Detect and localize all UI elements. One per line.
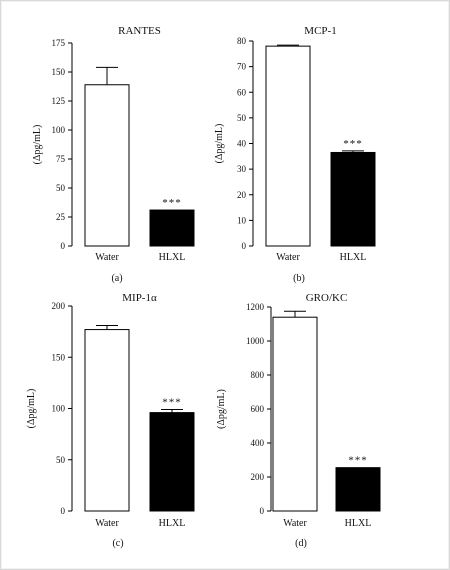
category-label: HLXL xyxy=(345,518,372,529)
y-tick-label: 50 xyxy=(56,183,66,193)
y-tick-label: 40 xyxy=(237,139,247,149)
chart-4: 0 200 400 600 800 1000 1200 Water *** HLXL GRO/KC (… xyxy=(216,292,381,549)
significance-marker: *** xyxy=(348,455,368,467)
significance-marker: *** xyxy=(343,138,363,150)
y-axis-label: (Δpg/mL) xyxy=(216,389,227,429)
y-tick-label: 1000 xyxy=(246,336,265,346)
y-tick-label: 25 xyxy=(56,212,66,222)
chart-title: MIP-1α xyxy=(122,292,157,304)
cut-off-caption xyxy=(78,553,418,563)
chart-title: GRO/KC xyxy=(306,292,348,304)
y-tick-label: 70 xyxy=(237,62,247,72)
y-tick-label: 10 xyxy=(237,215,247,225)
chart-2: 0 10 20 30 40 50 60 70 80 Water *** HLXL MCP-1 (Δpg/m… xyxy=(214,25,376,284)
y-tick-label: 600 xyxy=(251,404,265,414)
y-tick-label: 0 xyxy=(260,506,265,516)
category-label: HLXL xyxy=(340,252,367,263)
y-axis-label: (Δpg/mL) xyxy=(214,124,225,164)
panel-label: (a) xyxy=(111,273,122,284)
y-tick-label: 75 xyxy=(56,154,66,164)
category-label: Water xyxy=(95,252,119,263)
bar-water xyxy=(272,316,318,512)
y-tick-label: 80 xyxy=(237,36,247,46)
y-tick-label: 150 xyxy=(52,352,66,362)
category-label: HLXL xyxy=(159,518,186,529)
panel-label: (b) xyxy=(293,273,305,284)
panel-label: (c) xyxy=(112,538,123,549)
y-tick-label: 50 xyxy=(237,113,247,123)
y-tick-label: 0 xyxy=(242,241,247,251)
y-tick-label: 800 xyxy=(251,370,265,380)
category-label: HLXL xyxy=(159,252,186,263)
chart-title: MCP-1 xyxy=(304,25,336,37)
bar-hlxl xyxy=(149,209,195,247)
y-tick-label: 400 xyxy=(251,438,265,448)
bar-water xyxy=(84,329,130,512)
bar-hlxl xyxy=(149,412,195,512)
y-tick-label: 150 xyxy=(52,67,66,77)
category-label: Water xyxy=(276,252,300,263)
y-tick-label: 200 xyxy=(251,472,265,482)
y-tick-label: 200 xyxy=(52,301,66,311)
y-tick-label: 60 xyxy=(237,87,247,97)
significance-marker: *** xyxy=(162,397,182,409)
bar-hlxl xyxy=(335,467,381,512)
panel-label: (d) xyxy=(295,538,307,549)
y-tick-label: 0 xyxy=(61,241,66,251)
y-tick-label: 100 xyxy=(52,404,66,414)
y-axis-label: (Δpg/mL) xyxy=(32,125,43,165)
significance-marker: *** xyxy=(162,197,182,209)
category-label: Water xyxy=(95,518,119,529)
bar-hlxl xyxy=(330,151,376,247)
chart-title: RANTES xyxy=(118,25,161,37)
category-label: Water xyxy=(283,518,307,529)
chart-1: 0 25 50 75 100 125 150 175 Water *** HLXL RANTES (Δp… xyxy=(32,25,195,284)
y-tick-label: 100 xyxy=(52,125,66,135)
bar-water xyxy=(265,45,311,247)
y-tick-label: 20 xyxy=(237,190,247,200)
chart-3: 0 50 100 150 200 Water *** HLXL MIP-1α (Δpg/mL) (c… xyxy=(26,292,195,549)
y-tick-label: 125 xyxy=(52,96,66,106)
y-axis-label: (Δpg/mL) xyxy=(26,389,37,429)
y-tick-label: 50 xyxy=(56,455,66,465)
y-tick-label: 0 xyxy=(61,506,66,516)
y-tick-label: 30 xyxy=(237,164,247,174)
y-tick-label: 175 xyxy=(52,38,66,48)
bar-water xyxy=(84,84,130,247)
y-tick-label: 1200 xyxy=(246,302,265,312)
